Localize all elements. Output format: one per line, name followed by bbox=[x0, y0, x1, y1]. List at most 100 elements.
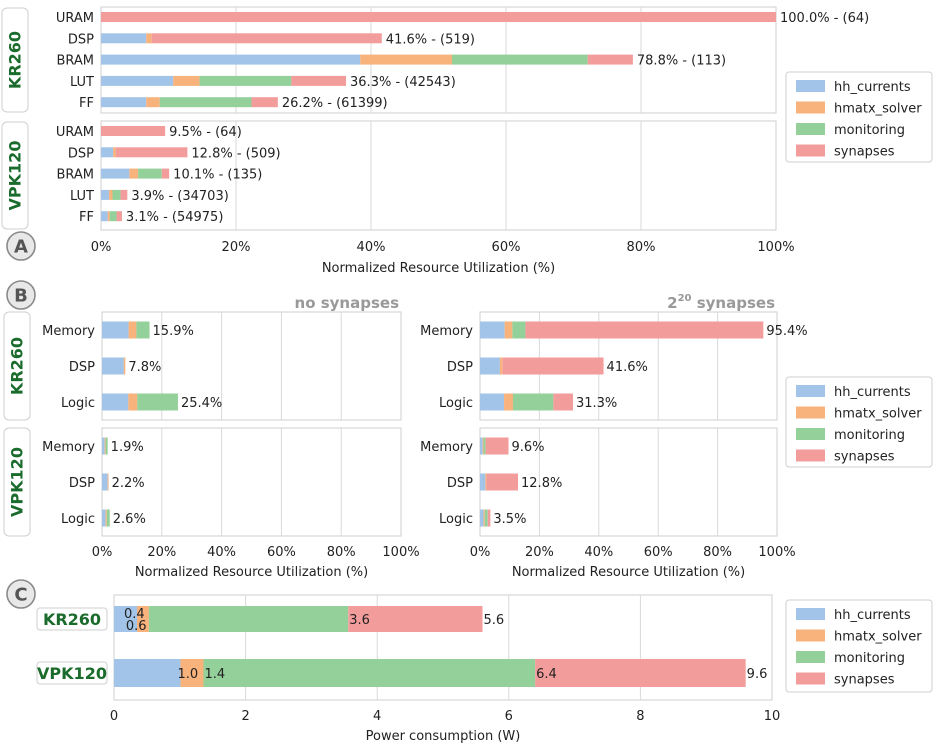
panel-a-VPK120-BRAM-synapses-bar bbox=[161, 168, 170, 179]
panel-b-1-VPK120-Memory-hmatx_solver-bar bbox=[482, 437, 484, 455]
panel-a-VPK120-LUT-synapses-bar bbox=[120, 189, 128, 200]
panel-letter: C bbox=[14, 585, 27, 606]
panel-b-0-KR260-Memory-monitoring-bar bbox=[136, 321, 150, 339]
panel-b-0-VPK120-Memory-hmatx_solver-bar bbox=[104, 437, 106, 455]
legend-label-monitoring: monitoring bbox=[834, 428, 905, 443]
panel-letter-circle bbox=[6, 579, 36, 609]
panel-a-data-label: 36.3% - (42543) bbox=[350, 75, 456, 90]
panel-b-data-label: 12.8% bbox=[521, 476, 562, 491]
panel-c-data-label: 6.4 bbox=[536, 667, 557, 682]
legend-swatch-monitoring bbox=[796, 123, 825, 135]
panel-b-1-KR260-DSP-hmatx_solver-bar bbox=[499, 357, 503, 375]
panel-b-data-label: 1.9% bbox=[111, 440, 144, 455]
panel-a-category-label: LUT bbox=[70, 189, 94, 204]
panel-a-KR260-FF-monitoring-bar bbox=[159, 97, 252, 108]
panel-letter-circle bbox=[6, 280, 36, 310]
legend-swatch-hh_currents bbox=[796, 80, 825, 92]
panel-a-data-label: 3.9% - (34703) bbox=[131, 189, 228, 204]
panel-c-board-label: KR260 bbox=[43, 610, 101, 629]
board-tag-box bbox=[1, 7, 29, 113]
panel-b-1-VPK120-Memory-hh_currents-bar bbox=[480, 437, 483, 455]
panel-b-1-VPK120-Logic-hmatx_solver-bar bbox=[483, 509, 485, 527]
panel-b-category-label: DSP bbox=[69, 360, 95, 375]
panel-a-KR260-BRAM-synapses-bar bbox=[587, 54, 633, 65]
panel-b-1-KR260-Logic-hmatx_solver-bar bbox=[504, 393, 513, 411]
panel-b-data-label: 31.3% bbox=[576, 396, 617, 411]
panel-a-VPK120-LUT-hmatx_solver-bar bbox=[109, 189, 113, 200]
legend-label-hh_currents: hh_currents bbox=[834, 608, 911, 623]
panel-a-VPK120-BRAM-hh_currents-bar bbox=[101, 168, 130, 179]
panel-a-KR260-BRAM-monitoring-bar bbox=[452, 54, 588, 65]
panel-b-category-label: Memory bbox=[42, 324, 95, 339]
panel-c-KR260-monitoring-bar bbox=[148, 606, 349, 632]
panel-b-1-KR260-Memory-hh_currents-bar bbox=[480, 321, 505, 339]
panel-a-x-axis-label: Normalized Resource Utilization (%) bbox=[322, 261, 555, 276]
panel-c-VPK120-hh_currents-bar bbox=[114, 659, 181, 687]
panel-a-category-label: FF bbox=[79, 96, 94, 111]
panel-c-x-tick-label: 6 bbox=[505, 709, 513, 724]
panel-b-subplot-title: 220 synapses bbox=[667, 293, 775, 312]
panel-b-0-VPK120-Logic-hmatx_solver-bar bbox=[105, 509, 107, 527]
panel-a-KR260-FF-synapses-bar bbox=[251, 97, 278, 108]
panel-b-1-VPK120-DSP-synapses-bar bbox=[486, 473, 519, 491]
panel-c-x-tick-label: 2 bbox=[241, 709, 249, 724]
legend-swatch-monitoring bbox=[796, 428, 825, 440]
panel-b-data-label: 9.6% bbox=[512, 440, 545, 455]
panel-a-VPK120-BRAM-hmatx_solver-bar bbox=[129, 168, 139, 179]
panel-b-0-VPK120-Logic-hh_currents-bar bbox=[102, 509, 106, 527]
panel-a-VPK120-FF-hh_currents-bar bbox=[101, 211, 108, 222]
panel-a-VPK120-URAM-synapses-bar bbox=[101, 126, 166, 136]
panel-a-data-label: 78.8% - (113) bbox=[637, 54, 726, 69]
panel-b-subplot-title: no synapses bbox=[295, 294, 400, 312]
legend-label-synapses: synapses bbox=[834, 450, 895, 465]
panel-b-1-VPK120-Memory-monitoring-bar bbox=[483, 437, 486, 455]
panel-a-KR260-URAM-synapses-bar bbox=[101, 12, 776, 22]
panel-b-1-KR260-Logic-monitoring-bar bbox=[512, 393, 554, 411]
legend-label-monitoring: monitoring bbox=[834, 651, 905, 666]
panel-b-category-label: Logic bbox=[439, 396, 473, 411]
panel-a-KR260-LUT-hh_currents-bar bbox=[101, 75, 174, 86]
panel-b-0-KR260-Logic-hh_currents-bar bbox=[102, 393, 129, 411]
panel-a-x-tick-label: 60% bbox=[492, 240, 521, 255]
legend-swatch-hmatx_solver bbox=[796, 101, 825, 114]
panel-a-category-label: FF bbox=[79, 210, 94, 225]
panel-a-KR260-LUT-monitoring-bar bbox=[199, 75, 292, 86]
legend-label-hmatx_solver: hmatx_solver bbox=[834, 630, 922, 645]
panel-b-0-KR260-Memory-hh_currents-bar bbox=[102, 321, 129, 339]
board-label: VPK120 bbox=[6, 141, 25, 211]
legend-swatch-hh_currents bbox=[796, 385, 825, 397]
panel-c-KR260-hmatx_solver-bar bbox=[137, 606, 149, 632]
panel-a-VPK120-DSP-hmatx_solver-bar bbox=[113, 147, 116, 158]
panel-b-1-KR260-Logic-synapses-bar bbox=[553, 393, 573, 411]
panel-b-x-tick-label: 60% bbox=[267, 545, 296, 560]
panel-b-1-VPK120-Logic-monitoring-bar bbox=[484, 509, 488, 527]
panel-a-VPK120-LUT-monitoring-bar bbox=[112, 189, 121, 200]
panel-b-category-label: DSP bbox=[447, 476, 473, 491]
panel-a-x-tick-label: 80% bbox=[627, 240, 656, 255]
panel-a-category-label: URAM bbox=[56, 11, 94, 26]
legend-swatch-hh_currents bbox=[796, 608, 825, 620]
panel-b-x-axis-label: Normalized Resource Utilization (%) bbox=[512, 565, 745, 580]
panel-b-0-VPK120-DSP-hmatx_solver-bar bbox=[107, 473, 109, 491]
panel-b-category-label: DSP bbox=[69, 476, 95, 491]
board-label: VPK120 bbox=[8, 447, 27, 517]
panel-b-x-axis-label: Normalized Resource Utilization (%) bbox=[135, 565, 368, 580]
panel-b-category-label: Logic bbox=[61, 512, 95, 527]
panel-letter-circle bbox=[6, 231, 36, 261]
panel-a-data-label: 41.6% - (519) bbox=[386, 32, 475, 47]
panel-a-VPK120-LUT-hh_currents-bar bbox=[101, 189, 110, 200]
panel-b-data-label: 2.2% bbox=[112, 476, 145, 491]
board-tag-box bbox=[1, 121, 29, 230]
legend-label-monitoring: monitoring bbox=[834, 123, 905, 138]
panel-a-VPK120-FF-hmatx_solver-bar bbox=[107, 211, 110, 222]
panel-letter: A bbox=[14, 237, 28, 258]
panel-a-x-tick-label: 20% bbox=[222, 240, 251, 255]
panel-a-VPK120-FF-monitoring-bar bbox=[109, 211, 117, 222]
panel-a-category-label: BRAM bbox=[56, 54, 94, 69]
panel-c-KR260-hh_currents-bar bbox=[114, 606, 138, 632]
board-tag-box bbox=[36, 661, 108, 685]
panel-a-KR260-LUT-hmatx_solver-bar bbox=[173, 75, 200, 86]
legend-swatch-hmatx_solver bbox=[796, 629, 825, 642]
panel-b-category-label: Logic bbox=[439, 512, 473, 527]
panel-a-category-label: BRAM bbox=[56, 168, 94, 183]
